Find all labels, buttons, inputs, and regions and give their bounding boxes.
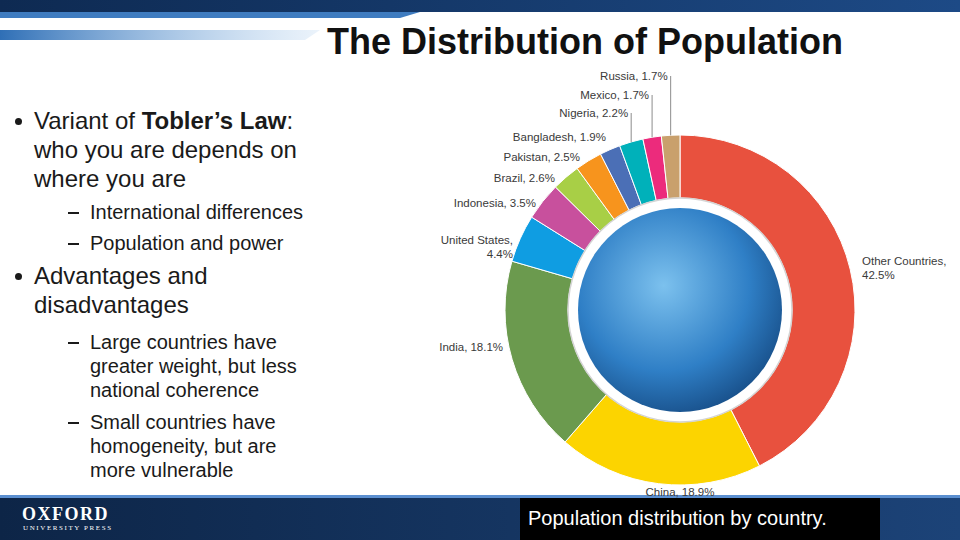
slices	[505, 135, 855, 485]
label-value: 42.5%	[862, 269, 895, 281]
label-category: Pakistan,	[503, 151, 550, 163]
data-labels: Other Countries,42.5%China,18.9%India,18…	[439, 70, 946, 498]
label-category: China,	[646, 486, 679, 498]
data-label: Brazil,2.6%	[494, 172, 555, 184]
data-label: Nigeria,2.2%	[559, 107, 628, 119]
label-value: 1.7%	[623, 89, 649, 101]
slide: The Distribution of Population Variant of…	[0, 0, 960, 540]
sub-bullet-dash	[68, 422, 79, 424]
leader-line	[670, 76, 671, 135]
label-category: Other Countries,	[862, 255, 946, 267]
data-label: Indonesia,3.5%	[454, 197, 536, 209]
donut-chart: Other Countries,42.5%China,18.9%India,18…	[0, 0, 960, 540]
label-value: 4.4%	[487, 248, 513, 260]
footer-bar	[0, 498, 960, 540]
label-category: Mexico,	[580, 89, 620, 101]
header-bar	[0, 0, 960, 12]
figure-caption: Population distribution by country.	[528, 506, 827, 530]
land-central-america	[658, 316, 682, 340]
bullet-dot	[15, 273, 22, 280]
bullet-text: Advantages and disadvantages	[34, 261, 324, 319]
bullet-text: Variant of Tobler’s Law: who you are dep…	[34, 106, 324, 193]
bullet-dot	[15, 118, 22, 125]
bullet-run: Advantages and disadvantages	[34, 262, 207, 318]
header-stripe	[0, 12, 420, 18]
label-category: United States,	[441, 234, 513, 246]
sub-bullet-text: Large countries have greater weight, but…	[90, 330, 315, 402]
slide-title: The Distribution of Population	[327, 21, 843, 63]
land-north-america	[595, 216, 718, 316]
data-label: Mexico,1.7%	[580, 89, 649, 101]
data-label: United States, 4.4%	[441, 234, 513, 260]
caption-box	[520, 498, 880, 540]
data-label: Other Countries, 42.5%	[862, 255, 946, 281]
label-category: Bangladesh,	[513, 131, 577, 143]
data-label: Pakistan, 2.5%	[503, 151, 580, 163]
bullet-run: Variant of	[34, 107, 142, 134]
data-label: India,18.1%	[439, 341, 503, 353]
label-category: Indonesia,	[454, 197, 507, 209]
label-value: 18.9%	[682, 486, 715, 498]
land-plains	[620, 268, 670, 281]
header-stripe	[0, 30, 320, 40]
globe-ring	[568, 198, 792, 422]
globe-land	[595, 210, 749, 414]
label-value: 2.2%	[602, 107, 628, 119]
sub-bullet-text: Population and power	[90, 231, 315, 255]
bullet-emphasis: Tobler’s Law	[142, 107, 287, 134]
data-label: Russia,1.7%	[600, 70, 668, 82]
sub-bullet-dash	[68, 342, 79, 344]
label-value: 1.7%	[641, 70, 667, 82]
sub-bullet-dash	[68, 243, 79, 245]
leader-line	[652, 95, 653, 137]
label-category: Brazil,	[494, 172, 526, 184]
publisher-logo: OXFORD	[22, 505, 109, 523]
label-category: Russia,	[600, 70, 638, 82]
label-category: Nigeria,	[559, 107, 599, 119]
leader-line	[631, 113, 632, 142]
data-label: China,18.9%	[646, 486, 715, 498]
globe-ocean	[578, 208, 782, 412]
label-value: 2.5%	[554, 151, 580, 163]
label-category: India,	[439, 341, 467, 353]
sub-bullet-text: International differences	[90, 200, 315, 224]
footer-line	[0, 495, 960, 498]
slice	[661, 135, 680, 199]
label-value: 3.5%	[510, 197, 536, 209]
label-value: 18.1%	[470, 341, 503, 353]
publisher-logo-sub: UNIVERSITY PRESS	[23, 524, 113, 532]
globe	[568, 198, 792, 422]
sub-bullet-dash	[68, 212, 79, 214]
data-label: Bangladesh,1.9%	[513, 131, 606, 143]
label-value: 2.6%	[529, 172, 555, 184]
label-value: 1.9%	[580, 131, 606, 143]
sub-bullet-text: Small countries have homogeneity, but ar…	[90, 410, 315, 482]
land-greenland	[722, 210, 749, 233]
land-south-america	[676, 338, 738, 414]
